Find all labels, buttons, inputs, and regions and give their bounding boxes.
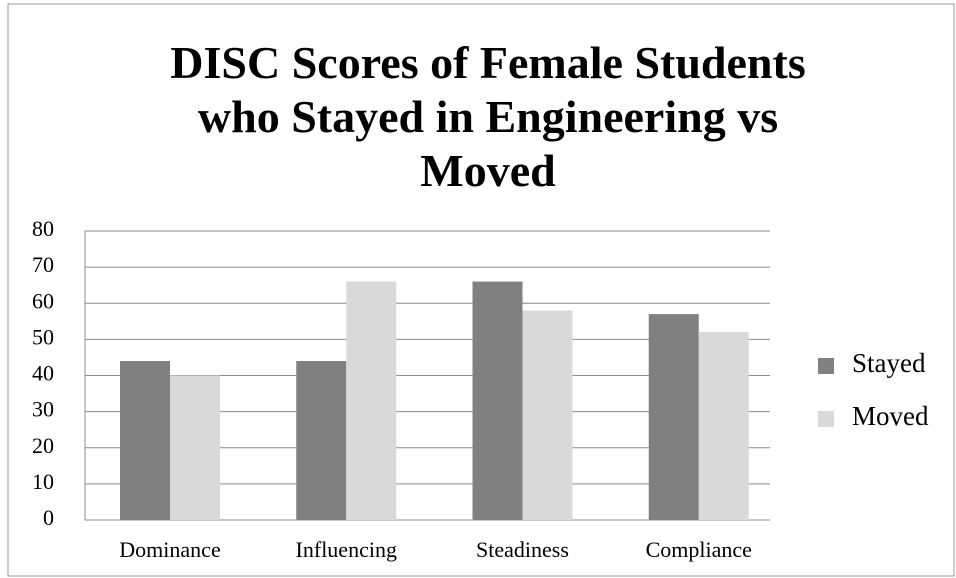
x-tick-label: Dominance [119, 537, 220, 562]
y-tick-label: 50 [32, 324, 54, 349]
bar [472, 281, 523, 520]
legend-swatch [818, 358, 834, 374]
chart-title: DISC Scores of Female Students who Staye… [170, 37, 806, 196]
legend-label: Moved [852, 401, 929, 431]
y-tick-label: 60 [32, 288, 54, 313]
y-tick-label: 80 [32, 216, 54, 241]
bar [648, 314, 699, 520]
x-tick-label: Compliance [646, 537, 752, 562]
legend-label: Stayed [852, 348, 926, 378]
bar [120, 361, 170, 520]
legend-swatch [818, 411, 834, 427]
chart-border [7, 3, 955, 577]
x-tick-label: Influencing [296, 537, 397, 562]
y-tick-label: 10 [32, 469, 54, 494]
x-tick-label: Steadiness [476, 537, 569, 562]
bar [522, 310, 573, 520]
y-tick-label: 20 [32, 433, 54, 458]
y-tick-label: 40 [32, 361, 54, 386]
y-tick-label: 70 [32, 252, 54, 277]
bar [698, 332, 749, 520]
bar [346, 281, 397, 520]
y-tick-label: 0 [43, 505, 54, 530]
bar [296, 361, 347, 520]
y-tick-label: 30 [32, 397, 54, 422]
bar [170, 375, 220, 520]
